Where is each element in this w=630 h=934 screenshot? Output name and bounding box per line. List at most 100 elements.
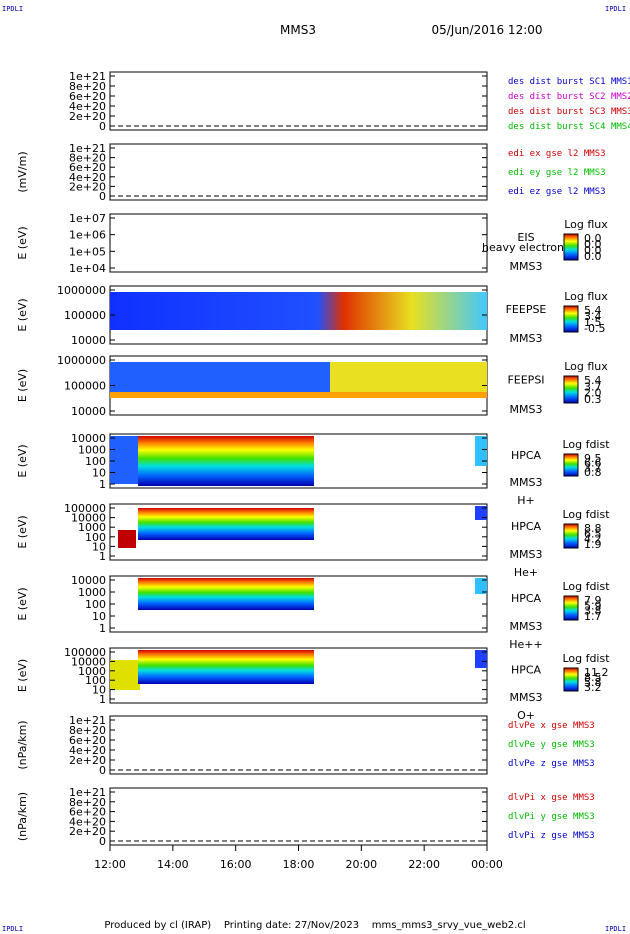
instrument-label: HPCA xyxy=(511,592,542,605)
colorbar-title: Log flux xyxy=(564,218,608,231)
colorbar-tick-label: 1.7 xyxy=(584,610,602,623)
colorbar-title: Log flux xyxy=(564,360,608,373)
x-tick-label: 12:00 xyxy=(94,858,126,871)
y-tick-label: 4e+20 xyxy=(69,171,106,184)
spectrogram-region xyxy=(475,506,487,520)
panel-frame xyxy=(109,213,488,273)
y-tick-label: 1000000 xyxy=(57,354,106,367)
y-tick-label: 2e+20 xyxy=(69,110,106,123)
colorbar-tick-label: 7.9 xyxy=(584,594,602,607)
spacecraft-label: MMS3 xyxy=(510,260,543,273)
colorbar-tick-label: 0.0 xyxy=(584,238,602,251)
y-tick-label: 1000 xyxy=(78,586,106,599)
panel-5: 1000000 100000 10000 E (eV) FEEPSI MMS3 Log fl… xyxy=(16,354,608,418)
x-tick-label: 14:00 xyxy=(157,858,189,871)
y-tick-label: 100 xyxy=(85,674,106,687)
y-tick-label: 10 xyxy=(92,540,106,553)
y-tick-label: 1e+21 xyxy=(69,714,106,727)
y-tick-label: 1 xyxy=(99,693,106,706)
y-tick-label: 8e+20 xyxy=(69,80,106,93)
y-axis-label: (mV/m) xyxy=(16,151,29,192)
colorbar-tick-label: 3.2 xyxy=(584,681,602,694)
y-tick-label: 1e+21 xyxy=(69,142,106,155)
y-tick-label: 6e+20 xyxy=(69,161,106,174)
colorbar-tick-label: 6.6 xyxy=(584,457,602,470)
colorbar-tick-label: 6.5 xyxy=(584,527,602,540)
legend-entry: des dist burst SC3 MMS3 xyxy=(508,107,630,117)
overlay-label: heavy electron to xyxy=(482,241,579,254)
colorbar-tick-label: 0.3 xyxy=(584,393,602,406)
y-axis-label: (nPa/km) xyxy=(16,792,29,841)
species-label: H+ xyxy=(517,494,535,507)
colorbar xyxy=(563,523,579,549)
colorbar xyxy=(563,375,579,404)
spacecraft-label: MMS3 xyxy=(510,620,543,633)
spectrogram-region xyxy=(475,436,487,466)
y-tick-label: 1000 xyxy=(78,521,106,534)
x-tick-label: 20:00 xyxy=(345,858,377,871)
y-tick-label: 1000 xyxy=(78,444,106,457)
instrument-label: HPCA xyxy=(511,449,542,462)
colorbar xyxy=(563,453,579,477)
species-label: He++ xyxy=(509,638,542,651)
y-tick-label: 100 xyxy=(85,598,106,611)
y-tick-label: 100 xyxy=(85,455,106,468)
spectrogram-region xyxy=(138,578,314,610)
y-axis-label: (nPa/km) xyxy=(16,720,29,769)
legend-entry: edi ex gse l2 MMS3 xyxy=(508,149,606,159)
colorbar-tick-label: 8.8 xyxy=(584,522,602,535)
y-tick-label: 8e+20 xyxy=(69,724,106,737)
y-tick-label: 1e+04 xyxy=(69,262,106,275)
y-tick-label: 100000 xyxy=(64,309,106,322)
y-tick-label: 10000 xyxy=(71,655,106,668)
colorbar-tick-label: 0.0 xyxy=(584,250,602,263)
colorbar-title: Log flux xyxy=(564,290,608,303)
colorbar xyxy=(563,233,579,261)
legend-entry: dlvPi z gse MMS3 xyxy=(508,831,595,841)
y-tick-label: 10 xyxy=(92,684,106,697)
spectrogram-region xyxy=(475,650,487,668)
footer-script: mms_mms3_srvy_vue_web2.cl xyxy=(371,920,526,931)
spectrogram-region xyxy=(110,660,140,690)
colorbar-tick-label: 5.4 xyxy=(584,304,602,317)
spectrogram-region xyxy=(138,436,314,486)
colorbar-title: Log fdist xyxy=(562,580,610,593)
spectrogram-region xyxy=(118,530,136,548)
spacecraft-label: MMS3 xyxy=(510,476,543,489)
y-tick-label: 1e+21 xyxy=(69,70,106,83)
plot-spacecraft-title: MMS3 xyxy=(280,23,316,37)
colorbar-tick-label: 3.4 xyxy=(584,310,602,323)
y-tick-label: 10 xyxy=(92,467,106,480)
y-tick-label: 2e+20 xyxy=(69,754,106,767)
y-tick-label: 6e+20 xyxy=(69,90,106,103)
legend-entry: des dist burst SC4 MMS4 xyxy=(508,122,630,132)
colorbar-tick-label: 2.0 xyxy=(584,387,602,400)
y-tick-label: 0 xyxy=(99,190,106,203)
corner-label-bottom-right: IPDLI xyxy=(605,925,627,933)
y-tick-label: 1e+07 xyxy=(69,212,106,225)
instrument-label: HPCA xyxy=(511,664,542,677)
y-axis-label: E (eV) xyxy=(16,444,29,477)
colorbar xyxy=(563,305,579,333)
colorbar-title: Log fdist xyxy=(562,508,610,521)
corner-label-bottom-left: IPDLI xyxy=(2,925,24,933)
x-tick-label: 22:00 xyxy=(408,858,440,871)
y-axis-label: E (eV) xyxy=(16,298,29,331)
colorbar-tick-label: 3.7 xyxy=(584,461,602,474)
y-tick-label: 8e+20 xyxy=(69,152,106,165)
instrument-label: EIS xyxy=(517,231,534,244)
panel-frame xyxy=(109,787,488,846)
x-tick-label: 16:00 xyxy=(220,858,252,871)
y-tick-label: 4e+20 xyxy=(69,744,106,757)
colorbar-tick-label: 8.5 xyxy=(584,671,602,684)
panel-frame xyxy=(109,71,488,131)
colorbar xyxy=(563,595,579,621)
y-tick-label: 100000 xyxy=(64,646,106,659)
legend-entry: dlvPi y gse MMS3 xyxy=(508,812,595,822)
footer-printing-date: Printing date: 27/Nov/2023 xyxy=(223,920,360,931)
